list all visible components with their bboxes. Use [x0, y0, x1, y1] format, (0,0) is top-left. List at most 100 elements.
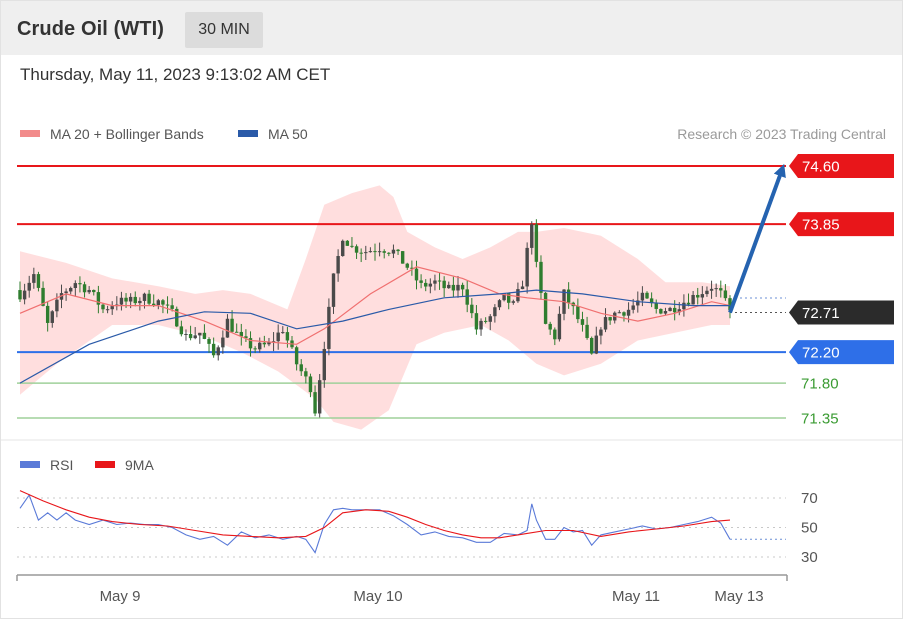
level-label-box	[789, 340, 894, 365]
legend-label: RSI	[50, 457, 73, 473]
candle-body	[142, 293, 147, 301]
candle-body	[493, 307, 497, 317]
candle-body	[207, 338, 211, 344]
candle-body	[234, 331, 239, 333]
candle-body	[437, 280, 442, 282]
candle-body	[322, 348, 326, 381]
candle-body	[327, 306, 331, 349]
level-label-box	[789, 212, 894, 237]
candle-body	[576, 306, 580, 320]
candle-body	[22, 290, 27, 300]
candle-body	[211, 343, 216, 356]
candle-body	[258, 342, 262, 350]
x-tick-label: May 11	[612, 588, 660, 605]
legend-item-ma20-bollinger: MA 20 + Bollinger Bands	[20, 126, 204, 142]
candle-body	[248, 338, 253, 349]
candle-body	[359, 252, 363, 254]
level-label-text: 72.71	[802, 305, 840, 322]
candle-body	[474, 313, 479, 330]
candle-body	[636, 300, 640, 306]
candle-body	[599, 329, 603, 336]
candle-body	[470, 304, 474, 314]
candle-body	[128, 296, 133, 302]
candle-body	[728, 298, 732, 311]
candle-body	[170, 305, 174, 309]
candle-body	[396, 249, 400, 252]
candle-body	[511, 301, 516, 303]
candle-body	[451, 284, 456, 291]
candle-body	[553, 329, 557, 340]
level-label-text: 74.60	[802, 159, 840, 176]
candle-body	[483, 320, 488, 322]
candle-body	[442, 280, 446, 289]
candle-body	[525, 247, 529, 287]
candle-body	[377, 251, 382, 253]
candle-body	[18, 290, 22, 300]
candle-body	[516, 289, 520, 302]
timeframe-button[interactable]: 30 MIN	[185, 12, 263, 48]
candle-body	[281, 332, 285, 334]
rsi-tick-label: 70	[801, 490, 818, 507]
candle-body	[594, 335, 598, 354]
legend-item-rsi: RSI	[20, 457, 73, 473]
candle-body	[317, 380, 322, 414]
candle-body	[299, 364, 303, 372]
candle-body	[460, 284, 465, 290]
rsi-9ma-line	[19, 490, 731, 539]
candle-body	[198, 332, 202, 336]
candle-body	[387, 252, 391, 254]
candle-body	[221, 337, 225, 348]
candle-body	[543, 292, 548, 324]
candle-body	[645, 292, 649, 299]
candle-body	[714, 288, 718, 290]
ma50-line	[19, 289, 730, 384]
ma20-line	[19, 266, 731, 345]
candle-body	[534, 224, 539, 262]
candle-body	[654, 303, 658, 309]
research-credit: Research © 2023 Trading Central	[677, 126, 886, 142]
level-label-text: 73.85	[802, 217, 840, 234]
candle-body	[313, 392, 317, 414]
level-label-box	[789, 154, 894, 178]
header-bar: Crude Oil (WTI) 30 MIN	[1, 1, 902, 55]
candle-body	[719, 288, 723, 291]
candle-body	[216, 347, 220, 356]
candle-body	[580, 319, 585, 325]
candle-body	[428, 283, 433, 287]
candle-body	[502, 293, 506, 301]
candle-body	[138, 300, 142, 304]
candle-body	[36, 274, 41, 288]
instrument-title: Crude Oil (WTI)	[17, 18, 165, 40]
candle-body	[705, 290, 709, 295]
candle-body	[124, 297, 128, 302]
legend-swatch	[95, 461, 115, 468]
candle-body	[668, 307, 672, 312]
candle-body	[354, 246, 359, 253]
bollinger-band-fill	[20, 185, 730, 430]
candle-body	[548, 323, 552, 330]
legend-label: 9MA	[125, 457, 154, 473]
candle-body	[410, 267, 414, 269]
candle-body	[672, 307, 677, 313]
candle-body	[447, 284, 451, 289]
candle-body	[497, 300, 502, 308]
level-label-71.35: 71.35	[801, 411, 839, 428]
level-label-text: 71.80	[801, 376, 839, 393]
candle-body	[230, 318, 234, 332]
candle-body	[530, 224, 534, 248]
candle-body	[119, 297, 124, 305]
candle-body	[294, 347, 299, 365]
candle-body	[603, 317, 608, 330]
candle-body	[589, 337, 594, 354]
legend-item-rsi-9ma: 9MA	[95, 457, 154, 473]
level-label-73.85: 73.85	[789, 212, 894, 237]
candle-body	[41, 287, 45, 306]
candle-body	[336, 256, 340, 274]
candle-body	[73, 283, 78, 289]
candle-body	[414, 268, 419, 281]
candle-body	[133, 296, 137, 304]
legend-item-ma50: MA 50	[238, 126, 308, 142]
candle-body	[682, 302, 686, 310]
candle-body	[78, 283, 82, 285]
